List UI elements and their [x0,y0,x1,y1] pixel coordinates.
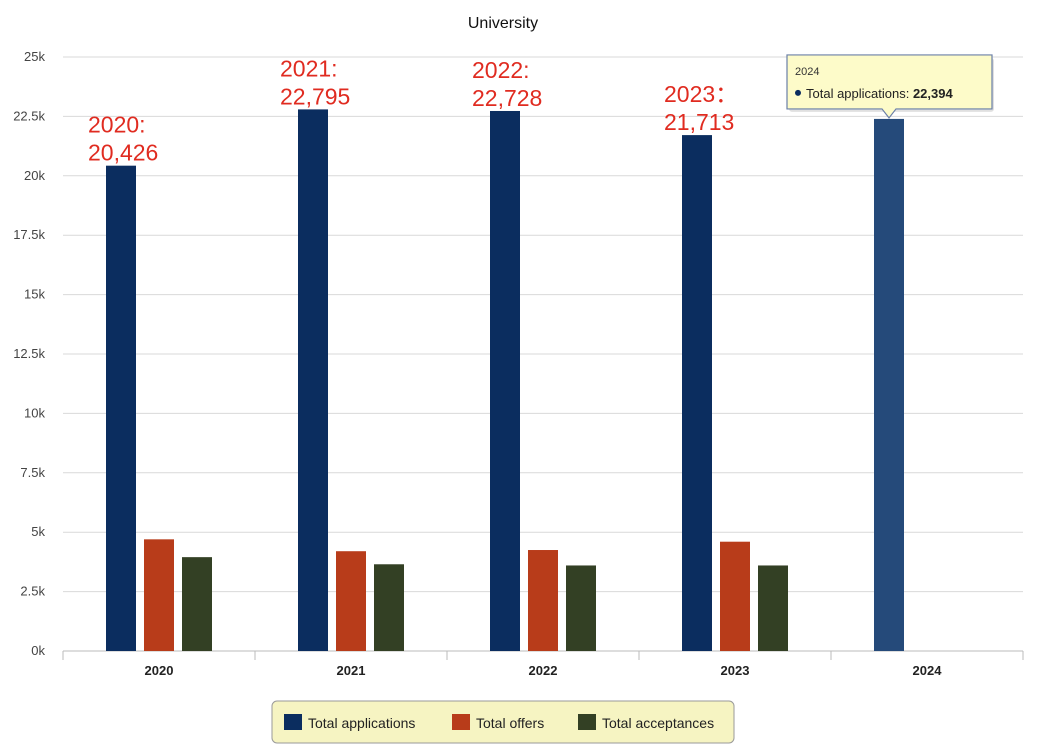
tooltip-body: Total applications: 22,394 [806,86,953,101]
bar-total-acceptances[interactable] [566,565,596,651]
bar-total-acceptances[interactable] [758,565,788,651]
legend[interactable]: Total applications Total offers Total acce… [271,700,735,744]
x-tick-label: 2021 [337,663,366,678]
annotation-label: 2022: [472,57,530,83]
y-tick-label: 25k [24,49,45,64]
legend-swatch[interactable] [284,714,302,730]
annotation-label: 2021: [280,55,338,81]
x-tick-label: 2020 [145,663,174,678]
y-tick-label: 10k [24,405,45,420]
tooltip-title: 2024 [795,66,819,78]
x-tick-label: 2024 [913,663,943,678]
bar-total-applications[interactable] [106,165,136,652]
bar-total-offers[interactable] [144,539,174,651]
y-axis: 0k 2.5k 5k 7.5k 10k 12.5k 15k 17.5k 20k 22.5k 25k [13,49,45,658]
annotation-value: 20,426 [88,140,158,166]
bar-total-acceptances[interactable] [374,564,404,651]
bar-total-offers[interactable] [720,541,750,651]
y-tick-label: 15k [24,287,45,302]
tooltip-bullet [795,89,801,96]
bar-total-applications[interactable] [682,135,712,651]
annotation-value: 21,713 [664,109,734,135]
legend-item-label[interactable]: Total acceptances [602,715,714,731]
y-tick-label: 22.5k [13,108,45,123]
tooltip: 2024 Total applications: 22,394 [786,54,994,119]
tooltip-box [786,54,993,119]
chart-title: University [468,15,538,32]
y-tick-label: 7.5k [20,465,45,480]
y-tick-label: 5k [31,524,45,539]
legend-box [271,700,735,744]
y-tick-label: 12.5k [13,346,45,361]
y-tick-label: 0k [31,643,45,658]
x-tick-label: 2023 [721,663,750,678]
annotation-label: 2023： [664,81,738,107]
x-axis: 2020 2021 2022 2023 2024 [62,650,1024,678]
bar-total-acceptances[interactable] [182,557,212,651]
bar-total-offers[interactable] [336,551,366,651]
bars-layer [106,109,904,652]
legend-swatch[interactable] [578,714,596,730]
y-tick-label: 20k [24,168,45,183]
bar-total-offers[interactable] [528,550,558,651]
bar-total-applications[interactable] [298,109,328,651]
y-tick-label: 2.5k [20,584,45,599]
x-tick-label: 2022 [529,663,558,678]
annotations-layer: 2020:20,426 2021:22,795 2022:22,728 2023：21… [88,55,738,165]
legend-item-label[interactable]: Total applications [308,715,415,731]
legend-swatch[interactable] [452,714,470,730]
annotation-label: 2020: [88,112,146,138]
y-tick-label: 17.5k [13,227,45,242]
legend-item-label[interactable]: Total offers [476,715,544,731]
grid-layer [63,56,1023,652]
bar-total-applications[interactable] [490,110,520,651]
bar-total-applications[interactable] [874,118,904,651]
annotation-value: 22,728 [472,85,542,111]
annotation-value: 22,795 [280,83,350,109]
